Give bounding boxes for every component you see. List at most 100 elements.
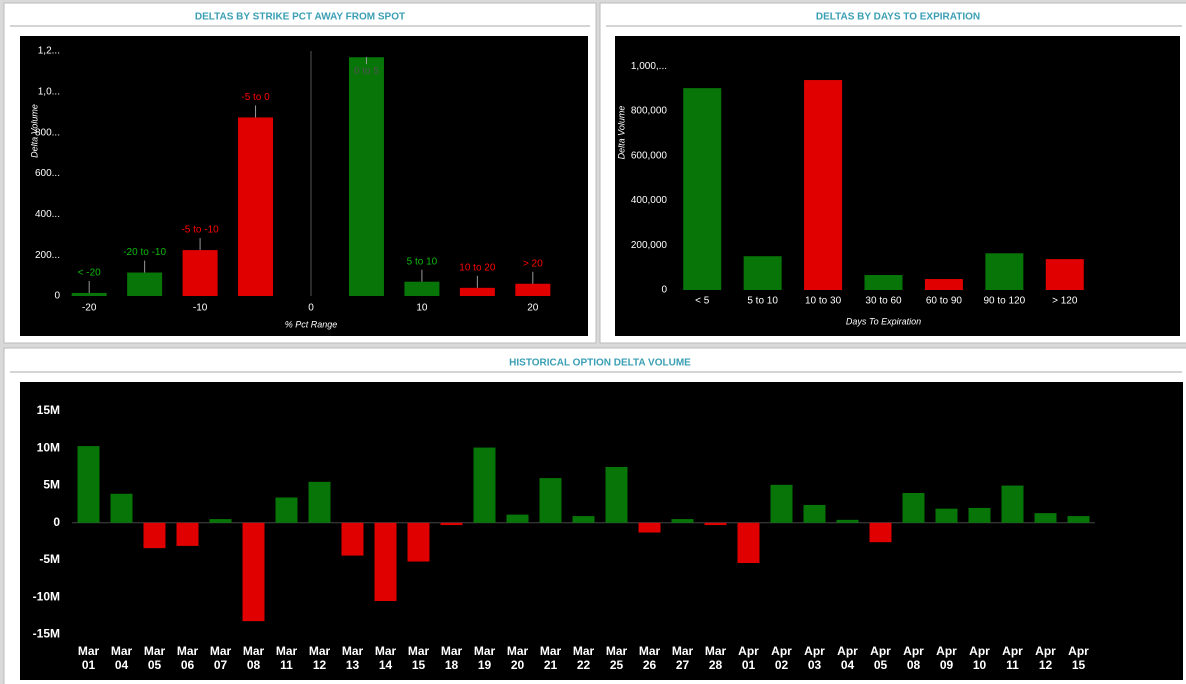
bar bbox=[869, 522, 892, 543]
bar bbox=[404, 281, 440, 296]
bar bbox=[902, 493, 925, 523]
bar bbox=[407, 522, 430, 562]
x-tick-label: 0 bbox=[308, 303, 314, 314]
bar bbox=[209, 519, 232, 523]
bar bbox=[506, 514, 529, 523]
bar bbox=[924, 279, 963, 290]
x-tick-label: Apr 10 bbox=[969, 644, 990, 672]
y-tick-label: 15M bbox=[37, 403, 60, 417]
y-tick-label: -5M bbox=[39, 552, 60, 566]
bar bbox=[176, 522, 199, 546]
bar bbox=[473, 447, 496, 523]
bar bbox=[539, 478, 562, 523]
x-tick-label: Apr 15 bbox=[1068, 644, 1089, 672]
x-tick-label: Apr 04 bbox=[837, 644, 858, 672]
bar bbox=[127, 272, 163, 296]
y-tick-label: -15M bbox=[33, 627, 60, 641]
bar-label: 5 to 10 bbox=[407, 256, 438, 267]
bar bbox=[605, 466, 628, 523]
bar-label: < -20 bbox=[78, 268, 102, 279]
bar bbox=[1045, 259, 1084, 290]
plot-background bbox=[20, 36, 588, 336]
y-tick-label: 0 bbox=[53, 515, 60, 529]
bar bbox=[743, 256, 782, 290]
bar bbox=[704, 522, 727, 526]
x-tick-label: Apr 12 bbox=[1035, 644, 1056, 672]
bar bbox=[572, 516, 595, 523]
bar bbox=[348, 57, 384, 297]
x-tick-label: Apr 05 bbox=[870, 644, 891, 672]
x-tick-label: Mar 06 bbox=[176, 644, 199, 672]
bar bbox=[341, 522, 364, 556]
y-tick-label: 0 bbox=[54, 291, 60, 302]
x-tick-label: 5 to 10 bbox=[747, 296, 778, 307]
bar bbox=[968, 507, 991, 523]
x-tick-label: Mar 01 bbox=[77, 644, 100, 672]
bar bbox=[1001, 485, 1024, 523]
bar bbox=[238, 117, 274, 296]
x-tick-label: Mar 15 bbox=[407, 644, 430, 672]
y-tick-label: 800,000 bbox=[631, 106, 668, 117]
bar bbox=[737, 522, 760, 564]
x-tick-label: Mar 21 bbox=[539, 644, 562, 672]
x-tick-label: Mar 04 bbox=[110, 644, 133, 672]
x-tick-label: Mar 20 bbox=[506, 644, 529, 672]
x-tick-label: < 5 bbox=[695, 296, 710, 307]
x-tick-label: Mar 13 bbox=[341, 644, 364, 672]
x-tick-label: 90 to 120 bbox=[983, 296, 1025, 307]
x-tick-label: > 120 bbox=[1052, 296, 1078, 307]
bar bbox=[110, 493, 133, 523]
bar-label: -20 to -10 bbox=[123, 247, 166, 258]
x-tick-label: -20 bbox=[82, 303, 97, 314]
bar bbox=[275, 497, 298, 523]
bar bbox=[143, 522, 166, 549]
x-tick-label: 60 to 90 bbox=[926, 296, 963, 307]
y-tick-label: 1,000,... bbox=[631, 61, 667, 72]
bar bbox=[242, 522, 265, 622]
bar bbox=[1034, 513, 1057, 523]
y-axis-title: Delta Volume bbox=[29, 104, 39, 158]
bar bbox=[71, 292, 107, 296]
x-tick-label: Mar 14 bbox=[374, 644, 397, 672]
x-tick-label: Mar 19 bbox=[473, 644, 496, 672]
bar bbox=[803, 504, 826, 523]
x-tick-label: Apr 02 bbox=[771, 644, 792, 672]
bar bbox=[440, 522, 463, 526]
x-tick-label: Apr 01 bbox=[738, 644, 759, 672]
x-tick-label: Mar 11 bbox=[275, 644, 298, 672]
x-tick-label: Mar 27 bbox=[671, 644, 694, 672]
y-tick-label: 600,000 bbox=[631, 150, 668, 161]
bar-label: 0 to 5 bbox=[354, 66, 379, 77]
bar bbox=[515, 283, 551, 296]
y-tick-label: 0 bbox=[661, 285, 667, 296]
y-tick-label: 1,0... bbox=[38, 87, 60, 98]
x-tick-label: Apr 03 bbox=[804, 644, 825, 672]
x-tick-label: 30 to 60 bbox=[865, 296, 902, 307]
x-tick-label: -10 bbox=[193, 303, 208, 314]
bar bbox=[459, 287, 495, 296]
x-axis-title: Days To Expiration bbox=[846, 316, 921, 326]
x-tick-label: 10 bbox=[416, 303, 428, 314]
y-axis-title: Delta Volume bbox=[616, 106, 626, 160]
y-tick-label: 5M bbox=[43, 478, 60, 492]
y-tick-label: 600... bbox=[35, 168, 60, 179]
x-tick-label: Mar 22 bbox=[572, 644, 595, 672]
bar bbox=[985, 253, 1024, 290]
bar bbox=[935, 508, 958, 523]
bar-label: -5 to -10 bbox=[181, 225, 219, 236]
bar bbox=[770, 484, 793, 523]
bar bbox=[804, 80, 843, 290]
bar bbox=[683, 88, 722, 290]
bar bbox=[864, 275, 903, 290]
y-tick-label: 400... bbox=[35, 209, 60, 220]
x-tick-label: Mar 25 bbox=[605, 644, 628, 672]
y-tick-label: 10M bbox=[37, 440, 60, 454]
x-tick-label: Apr 11 bbox=[1002, 644, 1023, 672]
bar-label: -5 to 0 bbox=[241, 92, 270, 103]
x-tick-label: Mar 18 bbox=[440, 644, 463, 672]
y-tick-label: 200,000 bbox=[631, 240, 668, 251]
bar bbox=[638, 522, 661, 533]
bar bbox=[374, 522, 397, 602]
